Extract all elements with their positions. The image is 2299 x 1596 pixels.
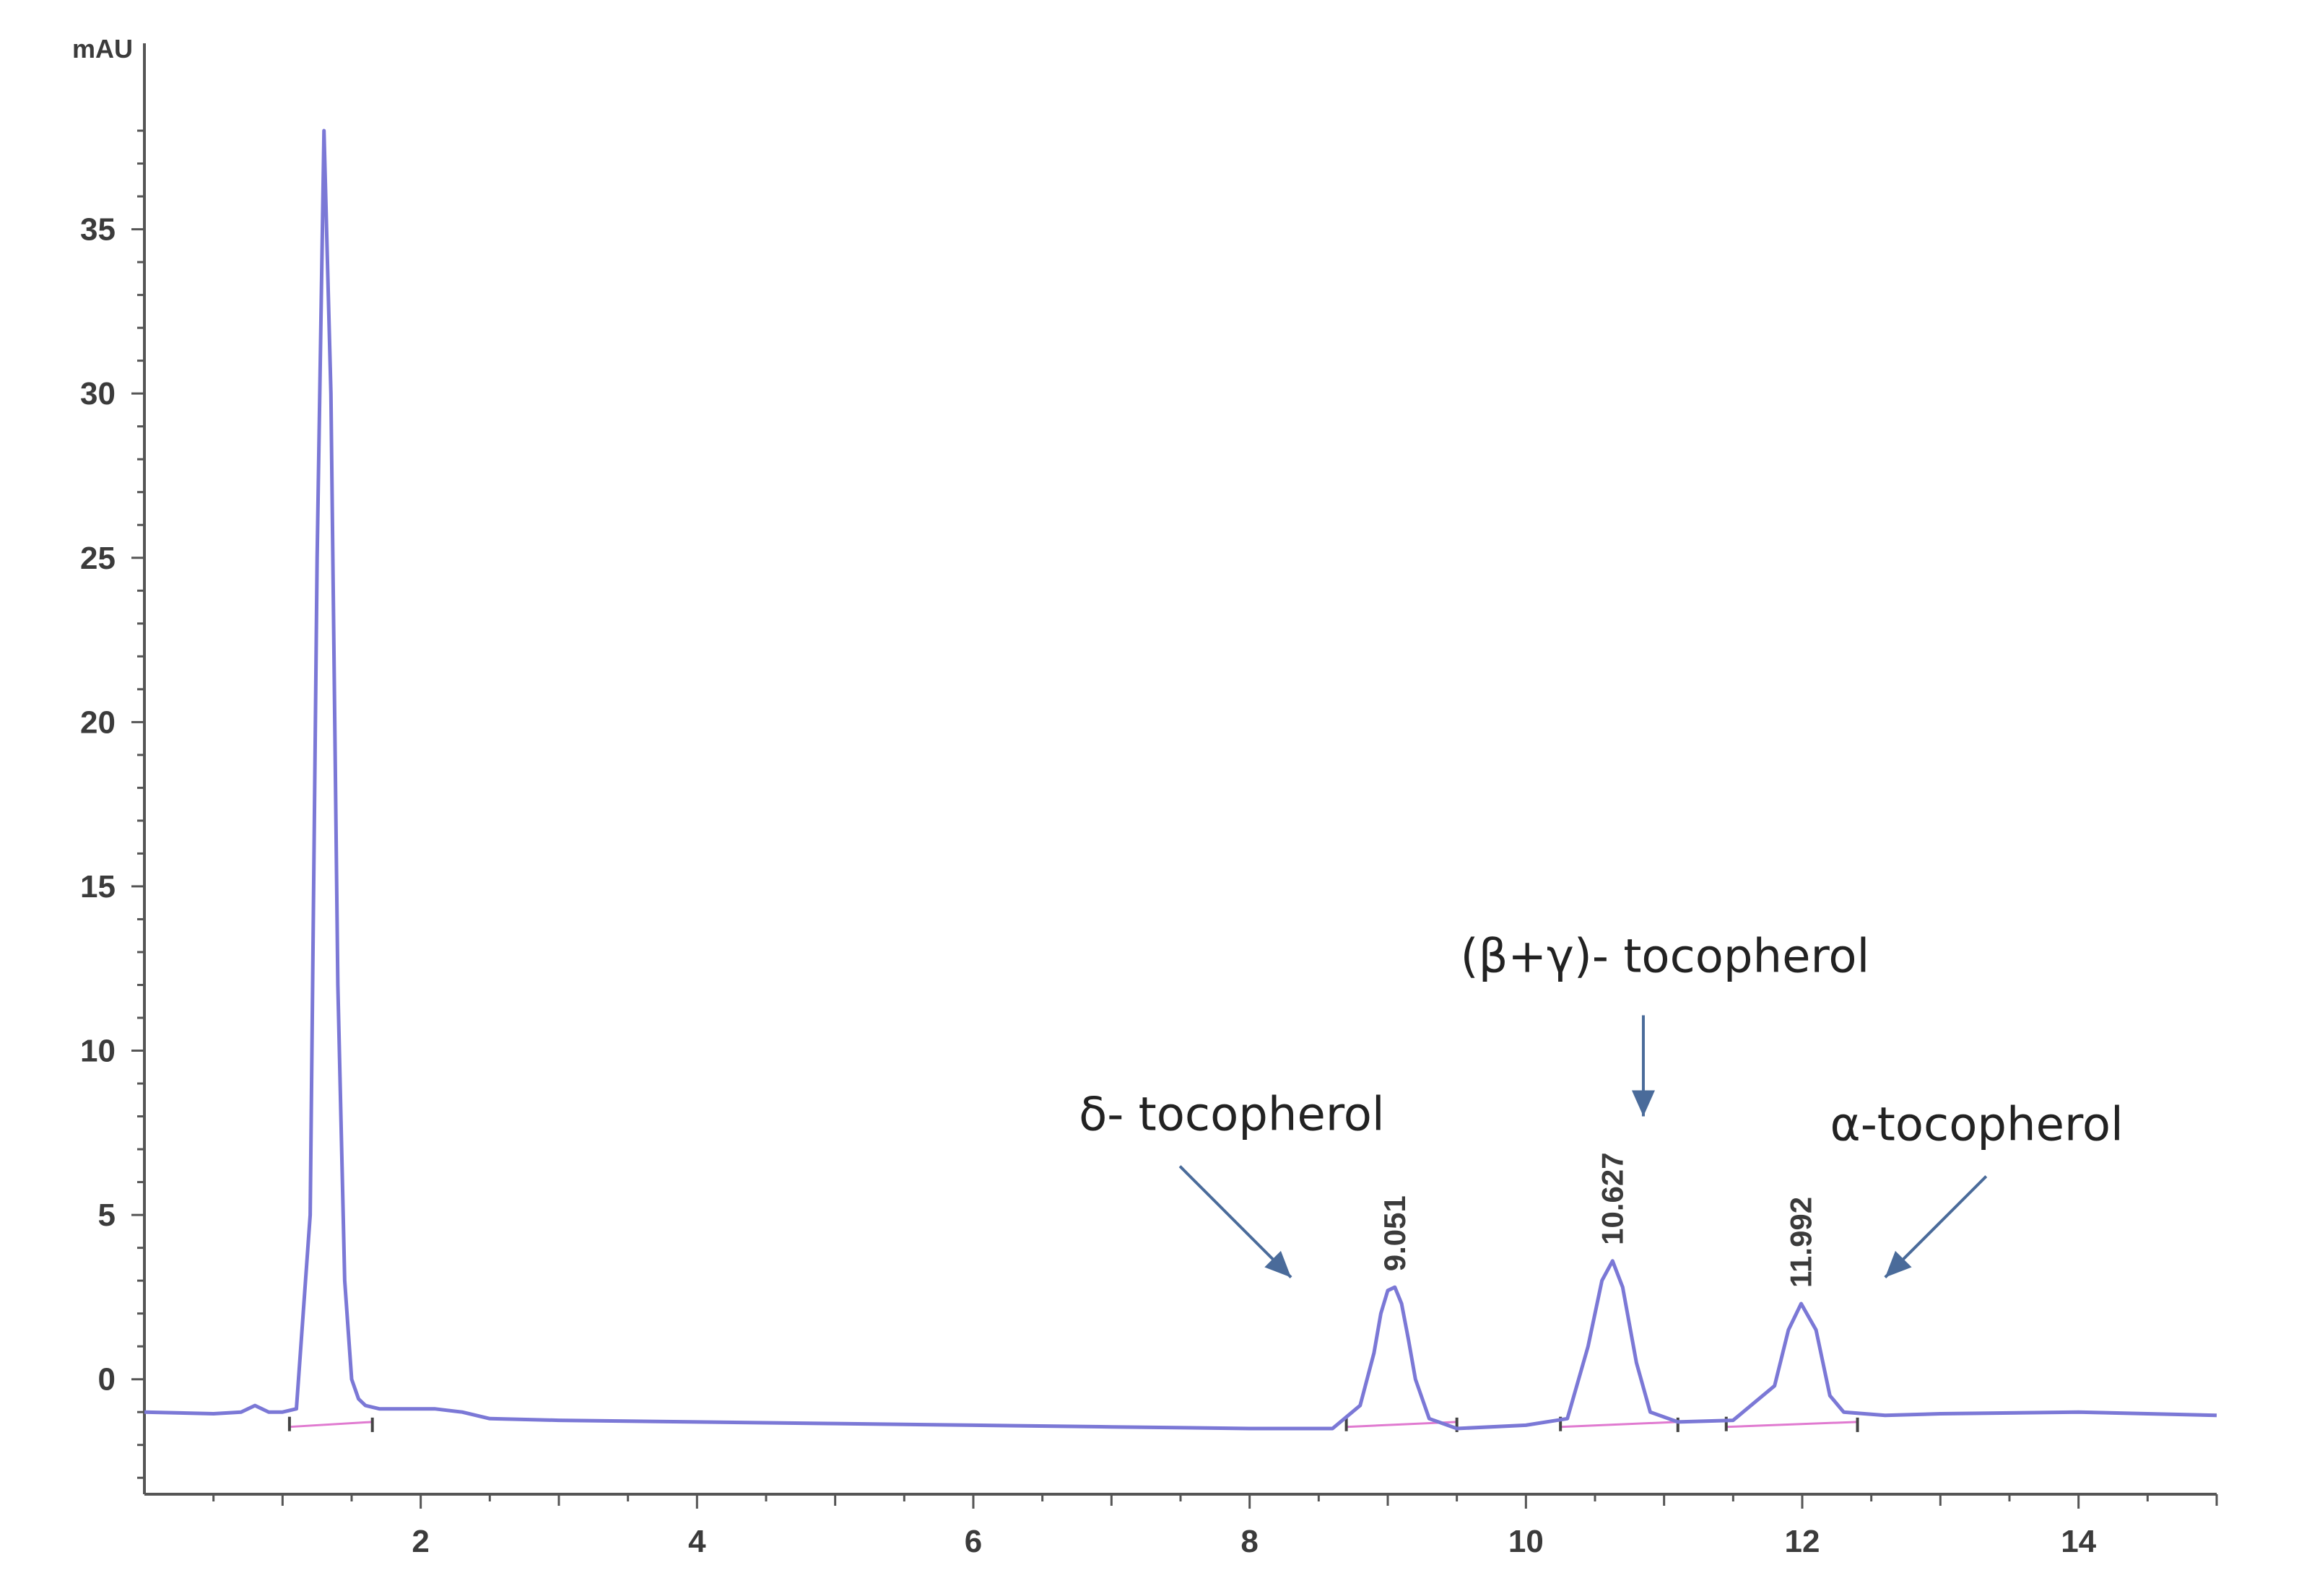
x-tick-label: 2 — [412, 1524, 429, 1559]
integration-baseline — [1560, 1421, 1678, 1429]
annotation-arrowhead — [1885, 1250, 1912, 1278]
annotation-arrow — [1178, 1165, 1292, 1279]
integration-baseline — [1726, 1421, 1858, 1429]
y-tick-label: 20 — [80, 705, 116, 740]
peak-retention-label: 11.992 — [1783, 1197, 1817, 1288]
annotation-arrowhead — [1264, 1250, 1292, 1278]
x-tick-label: 6 — [965, 1524, 982, 1559]
annotation-label: α-tocopherol — [1830, 1099, 2124, 1152]
peak-retention-label: 10.627 — [1595, 1152, 1629, 1244]
annotation-label: (β+γ)- tocopherol — [1461, 930, 1870, 984]
annotation-label: δ- tocopherol — [1079, 1089, 1385, 1142]
y-tick-label: 25 — [80, 541, 116, 576]
x-tick-label: 14 — [2061, 1524, 2096, 1559]
y-unit-label: mAU — [72, 34, 133, 64]
chromatogram-trace — [144, 128, 2217, 1431]
y-tick-label: 0 — [98, 1362, 116, 1397]
y-tick-label: 5 — [98, 1198, 116, 1233]
x-tick-label: 8 — [1240, 1524, 1258, 1559]
integration-baseline — [289, 1421, 373, 1429]
y-tick-label: 15 — [80, 869, 116, 904]
peak-retention-label: 9.051 — [1378, 1195, 1412, 1271]
annotation-arrowhead — [1631, 1090, 1655, 1117]
x-tick-label: 12 — [1785, 1524, 1820, 1559]
x-tick-label: 10 — [1508, 1524, 1544, 1559]
x-tick-label: 4 — [688, 1524, 706, 1559]
y-tick-label: 10 — [80, 1034, 116, 1069]
y-tick-label: 30 — [80, 376, 116, 411]
y-tick-label: 35 — [80, 212, 116, 248]
